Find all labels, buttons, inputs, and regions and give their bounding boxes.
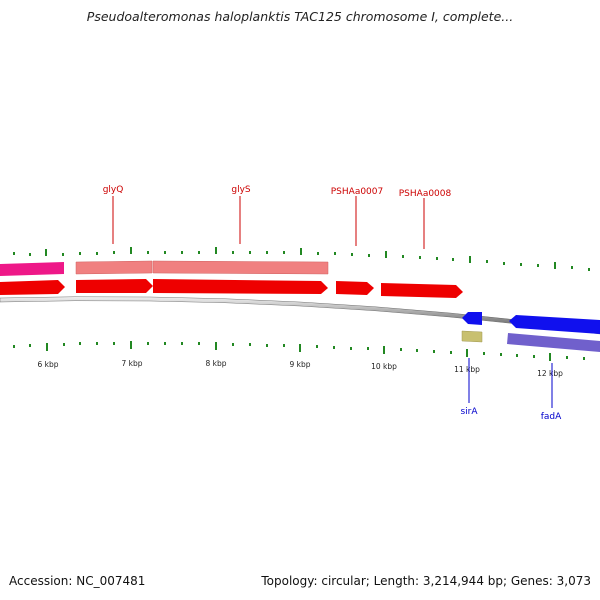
gene-label-psha0008[interactable]: PSHAa0008 (399, 189, 452, 199)
reverse-label-leaders (468, 358, 553, 408)
outer-ticks (13, 247, 590, 271)
feature-rna[interactable] (75, 260, 153, 275)
gene-arrow[interactable] (336, 281, 374, 295)
feature-rna-reverse[interactable] (507, 333, 600, 352)
gene-arrow-fada[interactable] (509, 315, 600, 334)
forward-gene-labels: glyQ glyS PSHAa0007 PSHAa0008 (103, 185, 452, 199)
gene-label-fada[interactable]: fadA (541, 412, 562, 422)
gene-arrow[interactable] (76, 279, 153, 293)
forward-gene-track (0, 279, 463, 298)
gene-label-sira[interactable]: sirA (460, 407, 478, 417)
tick-label: 11 kbp (454, 365, 480, 374)
gene-arrow[interactable] (0, 280, 65, 295)
forward-label-leaders (112, 196, 425, 249)
inner-ticks (13, 341, 585, 361)
tick-label: 7 kbp (121, 359, 142, 368)
tick-label: 9 kbp (289, 360, 310, 369)
forward-rna-track (0, 260, 329, 276)
tick-label: 10 kbp (371, 362, 397, 371)
tick-label: 8 kbp (205, 359, 226, 368)
gene-arrow[interactable] (381, 283, 463, 298)
topology-summary: Topology: circular; Length: 3,214,944 bp… (261, 574, 591, 588)
reverse-rna-track (461, 330, 600, 352)
gene-arrow-sira[interactable] (462, 312, 482, 325)
gene-label-glys[interactable]: glyS (231, 185, 251, 195)
feature-magenta[interactable] (0, 262, 64, 276)
gene-label-psha0007[interactable]: PSHAa0007 (331, 187, 383, 197)
feature-khaki[interactable] (461, 330, 483, 343)
gene-arrow[interactable] (153, 279, 328, 294)
map-title: Pseudoalteromonas haloplanktis TAC125 ch… (86, 9, 514, 24)
accession-text: Accession: NC_007481 (9, 574, 146, 588)
reverse-gene-track (462, 312, 600, 334)
gene-label-glyq[interactable]: glyQ (103, 185, 124, 195)
tick-label: 6 kbp (37, 360, 58, 369)
reverse-gene-labels: sirA fadA (460, 407, 562, 422)
tick-labels: 6 kbp 7 kbp 8 kbp 9 kbp 10 kbp 11 kbp 12… (37, 359, 563, 378)
genome-backbone (0, 296, 600, 335)
tick-label: 12 kbp (537, 369, 563, 378)
feature-rna[interactable] (152, 260, 329, 275)
